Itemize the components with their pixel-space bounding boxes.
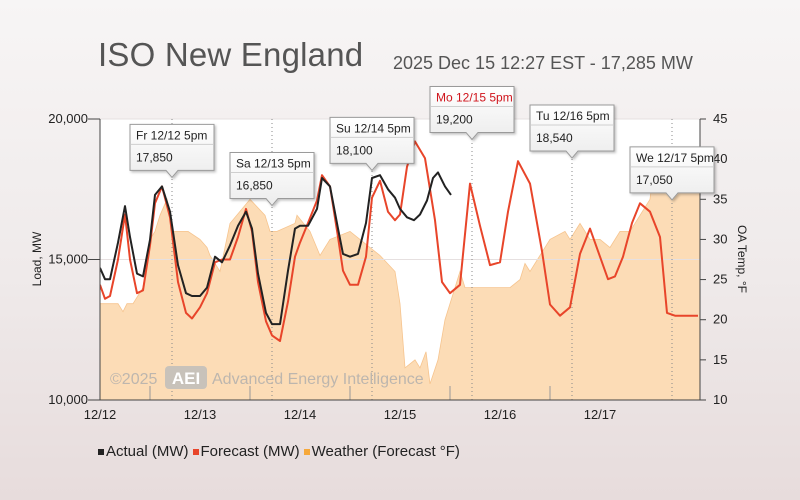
y2-tick-label: 40	[713, 151, 727, 166]
watermark-logo: AEI	[172, 369, 200, 388]
annotation-callout	[229, 152, 315, 207]
legend-item-forecast[interactable]: Forecast (MW)	[192, 443, 300, 460]
annotation-label: Tu 12/16 5pm	[536, 109, 610, 123]
annotation-callout	[629, 146, 715, 201]
legend-item-actual[interactable]: Actual (MW)	[98, 443, 189, 460]
annotation-label: Sa 12/13 5pm	[236, 157, 311, 171]
annotation-label: Mo 12/15 5pm	[436, 90, 513, 104]
annotation-value: 16,850	[236, 179, 273, 193]
page-title: ISO New England	[98, 36, 364, 73]
peak-annotation: Su 12/14 5pm 18,100	[329, 116, 415, 172]
y2-tick-label: 25	[713, 272, 727, 287]
annotation-value: 18,540	[536, 131, 573, 145]
annotation-value: 18,100	[336, 143, 373, 157]
annotation-value: 19,200	[436, 112, 473, 126]
annotation-value: 17,050	[636, 173, 673, 187]
x-tick-label: 12/12	[84, 407, 117, 422]
chart-legend: Actual (MW) Forecast (MW) Weather (Forec…	[98, 443, 460, 460]
y-tick-label: 15,000	[48, 252, 88, 267]
y2-tick-label: 30	[713, 231, 727, 246]
annotation-callout	[529, 104, 615, 159]
legend-item-weather[interactable]: Weather (Forecast °F)	[303, 443, 460, 460]
x-tick-label: 12/16	[484, 407, 517, 422]
y2-tick-label: 15	[713, 352, 727, 367]
annotation-callout	[129, 123, 215, 179]
watermark-text: Advanced Energy Intelligence	[212, 371, 424, 388]
watermark: ©2025 AEI Advanced Energy Intelligence	[110, 366, 424, 389]
annotation-label: We 12/17 5pm	[636, 151, 714, 165]
y-tick-label: 20,000	[48, 111, 88, 126]
actual-series-line	[100, 171, 452, 326]
y2-tick-label: 45	[713, 111, 727, 126]
legend-label-forecast: Forecast (MW)	[200, 443, 300, 460]
peak-annotation: Fr 12/12 5pm 17,850	[129, 123, 215, 179]
legend-label-actual: Actual (MW)	[106, 443, 189, 460]
peak-annotation: Tu 12/16 5pm 18,540	[529, 104, 615, 159]
peak-annotation: Sa 12/13 5pm 16,850	[229, 152, 315, 207]
x-tick-label: 12/17	[584, 407, 617, 422]
legend-label-weather: Weather (Forecast °F)	[311, 443, 460, 460]
peak-annotation: We 12/17 5pm 17,050	[629, 146, 715, 201]
y2-axis-title: OA Temp, °F	[735, 225, 749, 293]
y2-tick-label: 35	[713, 191, 727, 206]
forecast-series-line	[100, 140, 698, 342]
x-tick-label: 12/14	[284, 407, 317, 422]
y-axis-title: Load, MW	[30, 231, 44, 286]
y2-tick-label: 10	[713, 392, 727, 407]
x-tick-label: 12/13	[184, 407, 217, 422]
legend-swatch-forecast	[192, 448, 199, 455]
annotation-value: 17,850	[136, 150, 173, 164]
legend-swatch-weather	[303, 448, 310, 455]
status-subtitle: 2025 Dec 15 12:27 EST - 17,285 MW	[393, 53, 693, 73]
x-tick-label: 12/15	[384, 407, 417, 422]
annotation-callout	[329, 116, 415, 172]
y-tick-label: 10,000	[48, 392, 88, 407]
y2-tick-label: 20	[713, 312, 727, 327]
watermark-year: ©2025	[110, 371, 157, 388]
annotation-label: Fr 12/12 5pm	[136, 128, 207, 142]
peak-annotation: Mo 12/15 5pm 19,200	[429, 85, 515, 141]
annotation-callout	[429, 85, 515, 141]
annotation-label: Su 12/14 5pm	[336, 121, 411, 135]
watermark-logo-box	[165, 366, 207, 389]
legend-swatch-actual	[98, 448, 104, 455]
